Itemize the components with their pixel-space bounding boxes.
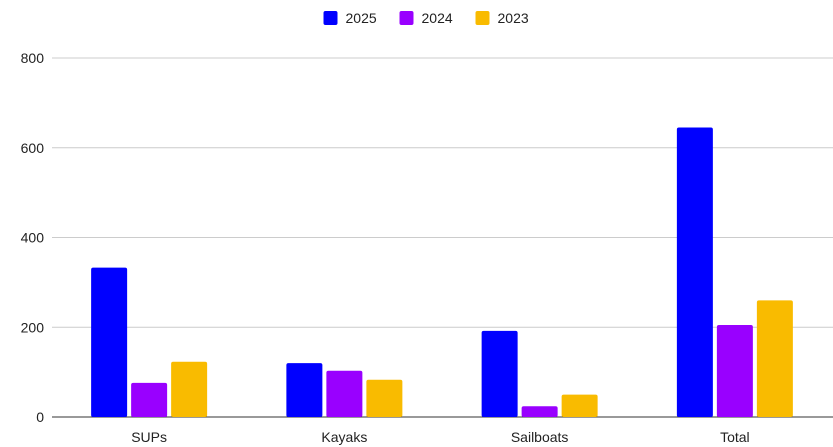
legend-label: 2023	[498, 10, 529, 26]
legend-item-2024: 2024	[399, 10, 453, 26]
x-tick-label: Total	[720, 429, 750, 445]
x-tick-label: SUPs	[131, 429, 167, 445]
bar-2025-kayaks	[286, 363, 323, 417]
legend-swatch	[323, 11, 338, 25]
y-axis-ticks: 0 200 400 600 800	[21, 50, 45, 425]
bar-2025-sups	[91, 267, 128, 417]
bar-2024-total	[716, 325, 753, 417]
y-tick-label: 0	[36, 409, 44, 425]
legend-label: 2024	[422, 10, 453, 26]
bar-2024-sups	[131, 382, 168, 417]
legend-item-2025: 2025	[323, 10, 377, 26]
bars	[91, 127, 793, 418]
legend-item-2023: 2023	[475, 10, 529, 26]
bar-2025-sailboats	[481, 330, 518, 417]
bar-2024-kayaks	[326, 370, 363, 417]
legend: 2025 2024 2023	[323, 10, 529, 26]
x-axis-ticks: SUPs Kayaks Sailboats Total	[131, 429, 749, 445]
y-tick-label: 400	[21, 230, 45, 246]
y-tick-label: 200	[21, 319, 45, 335]
bar-2023-kayaks	[366, 379, 403, 417]
y-tick-label: 600	[21, 140, 45, 156]
x-tick-label: Sailboats	[511, 429, 569, 445]
bar-2023-total	[756, 300, 793, 417]
gridlines	[52, 57, 833, 328]
y-tick-label: 800	[21, 50, 45, 66]
bar-2024-sailboats	[521, 406, 558, 417]
legend-swatch	[475, 11, 490, 25]
bar-2023-sups	[171, 361, 208, 417]
legend-label: 2025	[346, 10, 377, 26]
bar-2025-total	[676, 127, 713, 418]
x-tick-label: Kayaks	[321, 429, 367, 445]
bar-2023-sailboats	[561, 394, 598, 417]
legend-swatch	[399, 11, 414, 25]
